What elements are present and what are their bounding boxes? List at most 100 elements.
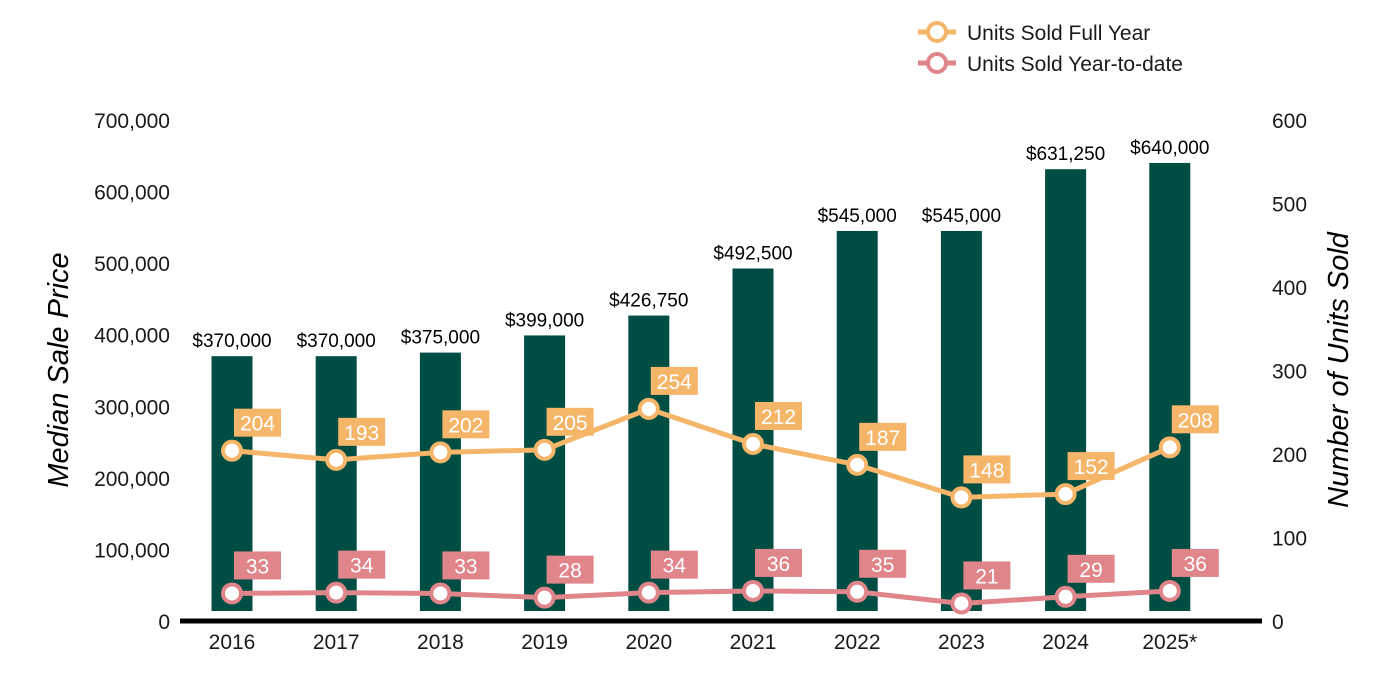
bar-labels-group: $370,000 $370,000 $375,000 $399,000 $426,750…	[192, 138, 1209, 352]
series-2-label-box	[859, 549, 907, 578]
y2-axis-title: Number of Units Sold	[1323, 231, 1355, 507]
series-1-marker	[1054, 483, 1077, 506]
x-tick-label: 2016	[209, 631, 256, 654]
bar-value-label: $545,000	[922, 206, 1001, 227]
series-1-marker	[742, 432, 764, 455]
series-2-label-box	[963, 561, 1011, 590]
series-2-value-label: 21	[975, 565, 998, 588]
bar-value-label: $375,000	[401, 328, 480, 349]
series-1-label-box	[442, 410, 490, 439]
series-2-value-label: 34	[350, 555, 374, 578]
series-2-value-label: 34	[663, 555, 687, 578]
bar	[940, 230, 982, 611]
y-tick-label: 500,000	[94, 253, 170, 276]
bar-value-label: $370,000	[192, 331, 271, 352]
x-tick-label: 2019	[521, 631, 568, 654]
bars-group	[211, 162, 1191, 611]
series-1-marker	[429, 441, 452, 464]
y-axis-ticks: 0 100,000 200,000 300,000 400,000 500,000 600,…	[94, 110, 170, 634]
y2-tick-label: 100	[1272, 528, 1307, 551]
y2-tick-label: 200	[1272, 444, 1307, 467]
series-2-label-box	[234, 551, 281, 580]
lines-group: 204 193 202 205 254 212 187 148 152 208 33 34 33 28 34…	[221, 366, 1219, 615]
series-2-marker	[950, 592, 973, 615]
x-tick-label: 2018	[417, 631, 464, 654]
x-tick-label: 2022	[834, 631, 881, 654]
bar	[1045, 169, 1087, 611]
y-tick-label: 200,000	[94, 468, 170, 491]
series-2-label-box	[338, 550, 386, 579]
series-1-label-box	[1171, 405, 1219, 434]
series-line-1	[231, 406, 1171, 500]
bar	[836, 230, 878, 611]
x-tick-label: 2025*	[1142, 631, 1197, 654]
x-tick-label: 2021	[730, 631, 777, 654]
bar-value-label: $545,000	[818, 206, 897, 227]
legend-marker-1	[926, 21, 948, 43]
y-tick-label: 600,000	[94, 182, 170, 205]
series-2-marker	[637, 581, 660, 604]
series-2-value-label: 33	[454, 555, 477, 578]
bar-value-label: $399,000	[505, 310, 584, 331]
series-1-value-label: 212	[761, 406, 796, 429]
series-1-value-label: 205	[553, 412, 588, 435]
series-1-marker	[221, 439, 243, 462]
y-tick-label: 400,000	[94, 325, 170, 348]
series-1-marker	[950, 486, 973, 509]
series-2-value-label: 35	[871, 554, 894, 577]
series-1-value-label: 254	[657, 371, 692, 394]
series-1-marker	[637, 397, 660, 420]
y2-tick-label: 300	[1272, 361, 1307, 384]
y2-tick-label: 400	[1272, 277, 1307, 300]
series-2-value-label: 36	[767, 553, 790, 576]
series-1-value-label: 148	[969, 459, 1004, 482]
series-2-marker	[1158, 579, 1181, 602]
y-tick-label: 0	[158, 611, 170, 634]
series-1-value-label: 202	[448, 414, 483, 437]
bar-value-label: $640,000	[1130, 138, 1209, 159]
x-tick-label: 2024	[1042, 631, 1089, 654]
series-1-label-box	[755, 401, 802, 430]
series-2-label-box	[442, 551, 490, 580]
bar-value-label: $426,750	[609, 291, 688, 312]
series-1-marker	[325, 448, 348, 471]
series-2-label-box	[650, 550, 698, 579]
series-line-2	[231, 588, 1170, 606]
y-tick-label: 700,000	[94, 110, 170, 133]
series-1-value-label: 204	[240, 413, 275, 436]
series-1-value-label: 208	[1178, 409, 1213, 432]
series-2-marker	[325, 581, 348, 604]
series-2-value-label: 28	[558, 560, 581, 583]
bar-value-label: $631,250	[1026, 144, 1105, 165]
series-1-label-box	[650, 366, 698, 395]
series-1-label-box	[963, 455, 1011, 484]
y2-tick-label: 600	[1272, 110, 1307, 133]
series-1-marker	[1158, 436, 1181, 459]
series-1-value-label: 152	[1074, 456, 1109, 479]
bar	[1149, 162, 1191, 611]
bar-value-label: $370,000	[297, 331, 376, 352]
series-1-marker	[533, 438, 556, 461]
y2-tick-label: 500	[1272, 194, 1307, 217]
y-tick-label: 300,000	[94, 396, 170, 419]
legend-label-1: Units Sold Full Year	[967, 22, 1150, 45]
legend-marker-2	[926, 52, 948, 74]
series-1-label-box	[1067, 452, 1115, 481]
series-2-marker	[1054, 585, 1077, 608]
x-tick-label: 2017	[313, 631, 360, 654]
y-tick-label: 100,000	[94, 539, 170, 562]
y2-axis-ticks: 0 100 200 300 400 500 600	[1272, 110, 1307, 634]
series-1-value-label: 193	[344, 422, 379, 445]
series-2-label-box	[546, 555, 594, 584]
series-1-label-box	[338, 417, 386, 446]
series-2-label-box	[755, 548, 802, 577]
series-2-marker	[221, 582, 243, 605]
series-2-marker	[846, 580, 869, 603]
x-axis-ticks: 2016 2017 2018 2019 2020 2021 2022 2023 2024 2025…	[209, 631, 1198, 654]
series-2-value-label: 36	[1184, 553, 1207, 576]
series-2-marker	[742, 579, 764, 602]
series-1-label-box	[234, 408, 281, 437]
x-tick-label: 2020	[625, 631, 672, 654]
bar-value-label: $492,500	[713, 244, 792, 265]
